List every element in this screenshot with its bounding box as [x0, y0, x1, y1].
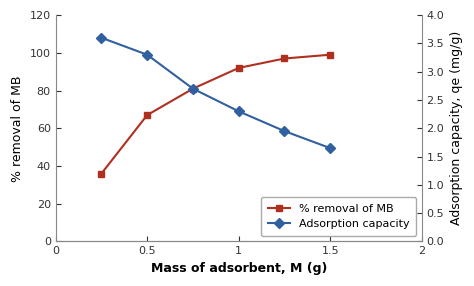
% removal of MB: [328, 53, 333, 56]
Line: % removal of MB: % removal of MB: [98, 51, 334, 177]
Legend: % removal of MB, Adsorption capacity: % removal of MB, Adsorption capacity: [261, 197, 416, 236]
Adsorption capacity: [99, 36, 104, 39]
Adsorption capacity: [328, 146, 333, 150]
Y-axis label: Adsorption capacity, qe (mg/g): Adsorption capacity, qe (mg/g): [450, 31, 463, 225]
% removal of MB: [236, 66, 242, 70]
Line: Adsorption capacity: Adsorption capacity: [98, 34, 334, 152]
Adsorption capacity: [236, 110, 242, 113]
Adsorption capacity: [282, 129, 287, 133]
X-axis label: Mass of adsorbent, M (g): Mass of adsorbent, M (g): [151, 262, 327, 275]
% removal of MB: [190, 87, 196, 90]
Y-axis label: % removal of MB: % removal of MB: [11, 75, 24, 182]
Adsorption capacity: [190, 87, 196, 90]
% removal of MB: [144, 113, 150, 117]
% removal of MB: [99, 172, 104, 175]
Adsorption capacity: [144, 53, 150, 56]
% removal of MB: [282, 57, 287, 60]
